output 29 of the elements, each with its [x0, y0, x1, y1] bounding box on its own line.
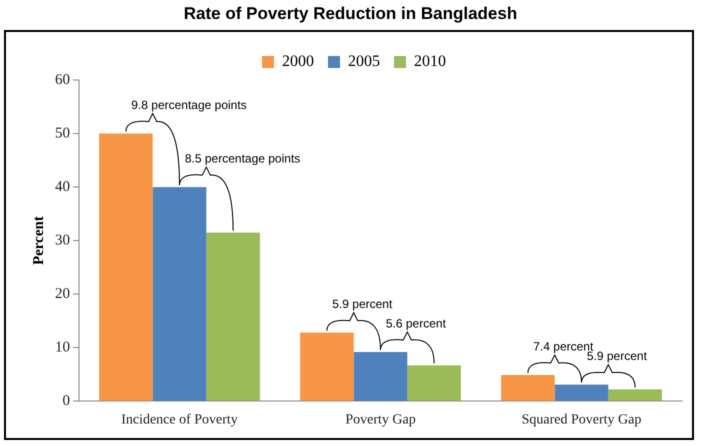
bar: [554, 384, 608, 401]
legend-label: 2010: [414, 53, 446, 70]
y-tick-label: 30: [55, 232, 70, 249]
y-tick-label: 50: [55, 125, 70, 142]
bar: [608, 389, 662, 401]
annotation: 8.5 percentage points: [184, 151, 300, 166]
legend-label: 2000: [282, 53, 314, 70]
annotation: 7.4 percent: [533, 339, 594, 354]
x-tick-label: Poverty Gap: [345, 412, 416, 428]
bar: [99, 134, 153, 401]
y-tick-label: 60: [55, 72, 70, 88]
y-tick-label: 20: [55, 286, 70, 302]
chart-title: Rate of Poverty Reduction in Bangladesh: [182, 4, 518, 24]
annotation: 5.6 percent: [386, 316, 447, 330]
y-tick-label: 40: [55, 179, 70, 196]
y-tick-label: 0: [62, 393, 70, 410]
bar: [407, 365, 461, 401]
bar: [300, 332, 354, 401]
annotation: 5.9 percent: [332, 296, 393, 311]
y-axis-title: Percent: [30, 216, 47, 266]
annotation: 9.8 percentage points: [131, 98, 247, 112]
bar: [152, 187, 206, 401]
bar: [354, 352, 408, 401]
bar: [206, 232, 260, 401]
legend-label: 2005: [348, 53, 380, 70]
bar: [501, 374, 555, 401]
x-tick-label: Squared Poverty Gap: [522, 412, 642, 428]
y-tick-label: 10: [55, 340, 70, 356]
x-tick-label: Incidence of Poverty: [121, 412, 238, 428]
